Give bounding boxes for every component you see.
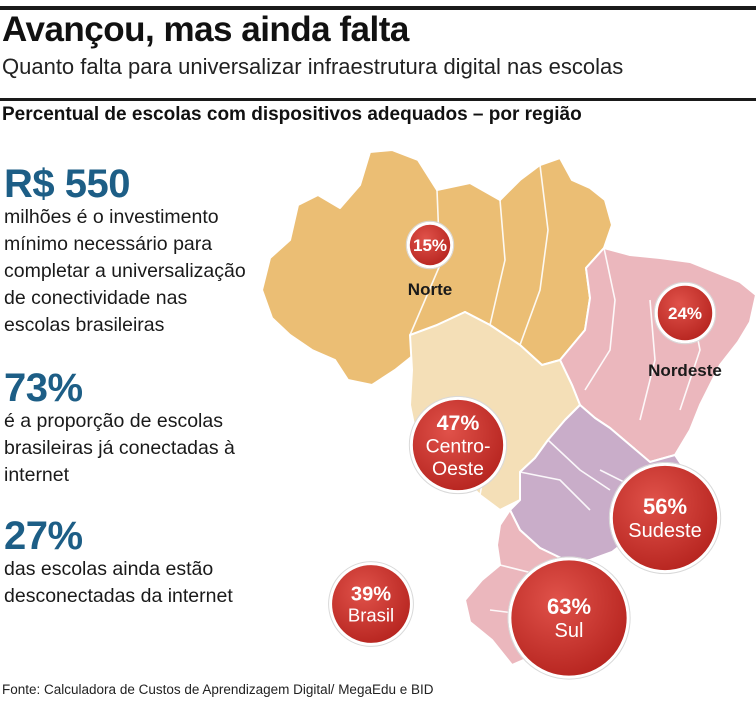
stat-line: internet: [4, 464, 70, 486]
bubble-circle: [406, 221, 454, 269]
bubble-region-name: Sul: [555, 620, 584, 642]
bubble-value-label: 56%: [643, 494, 687, 519]
bubble-region-name: Oeste: [432, 458, 484, 480]
stat-line: de conectividade nas: [4, 287, 188, 309]
bubble-value-label: 39%: [351, 583, 391, 605]
state-border: [489, 199, 506, 326]
bubble-circle: [329, 562, 413, 646]
section-title: Percentual de escolas com dispositivos a…: [2, 104, 582, 125]
region-bubbles: 15% Norte 24% Nordeste 47%Centro-Oeste 56%Sud…: [328, 220, 722, 680]
bubble-region-name: Brasil: [348, 605, 394, 626]
stat-disconnected-value: 27%: [4, 514, 83, 558]
bubble-circle: [508, 557, 630, 679]
bubble-brasil: 39%Brasil: [328, 561, 414, 647]
stat-connected-text: é a proporção de escolas brasileiras já …: [4, 408, 289, 489]
state-border: [584, 247, 616, 391]
bubble-halo: [653, 281, 717, 345]
chart-subtitle: Quanto falta para universalizar infraest…: [2, 54, 624, 79]
stat-line: desconectadas da internet: [4, 585, 233, 607]
stat-connected-value: 73%: [4, 366, 83, 410]
state-border: [639, 299, 656, 421]
stat-investment: R$ 550 milhões é o investimento mínimo n…: [4, 164, 289, 339]
bubble-halo: [507, 556, 631, 680]
bubble-value-label: 24%: [668, 304, 702, 323]
source-note: Fonte: Calculadora de Custos de Aprendiz…: [2, 682, 434, 697]
stat-line: escolas brasileiras: [4, 314, 165, 336]
bubble-circle: [654, 282, 716, 344]
bubble-centro-oeste: 47%Centro-Oeste: [408, 395, 508, 495]
chart-title: Avançou, mas ainda falta: [2, 10, 409, 49]
stat-line: é a proporção de escolas: [4, 410, 223, 432]
stat-disconnected: 27% das escolas ainda estão desconectada…: [4, 516, 289, 610]
state-border: [519, 471, 591, 511]
stat-line: completar a universalização: [4, 260, 246, 282]
bubble-sul: 63%Sul: [507, 556, 631, 680]
bubble-halo: [408, 395, 508, 495]
bubble-halo: [328, 561, 414, 647]
stat-investment-value: R$ 550: [4, 162, 130, 206]
bubble-value-label: 63%: [547, 594, 591, 619]
bubble-nordeste: 24% Nordeste: [648, 281, 722, 380]
stat-line: mínimo necessário para: [4, 233, 213, 255]
stat-line: das escolas ainda estão: [4, 558, 214, 580]
stat-disconnected-text: das escolas ainda estão desconectadas da…: [4, 556, 289, 610]
section-rule: [0, 98, 756, 101]
bubble-value-label: 15%: [413, 236, 447, 255]
stat-line: milhões é o investimento: [4, 206, 219, 228]
bubble-region-name: Sudeste: [628, 520, 701, 542]
bubble-halo: [405, 220, 455, 270]
region-name-label: Norte: [408, 280, 452, 299]
stat-investment-text: milhões é o investimento mínimo necessár…: [4, 204, 289, 339]
bubble-sudeste: 56%Sudeste: [608, 461, 722, 575]
bubble-circle: [409, 396, 507, 494]
bubble-region-name: Centro-: [426, 435, 491, 457]
bubble-value-label: 47%: [437, 411, 480, 435]
stat-connected: 73% é a proporção de escolas brasileiras…: [4, 368, 289, 489]
state-border: [547, 439, 611, 491]
region-name-label: Nordeste: [648, 361, 722, 380]
state-border: [519, 164, 549, 346]
top-rule: [0, 6, 756, 10]
bubble-circle: [609, 462, 721, 574]
bubble-halo: [608, 461, 722, 575]
bubble-norte: 15% Norte: [405, 220, 455, 299]
stat-line: brasileiras já conectadas à: [4, 437, 235, 459]
